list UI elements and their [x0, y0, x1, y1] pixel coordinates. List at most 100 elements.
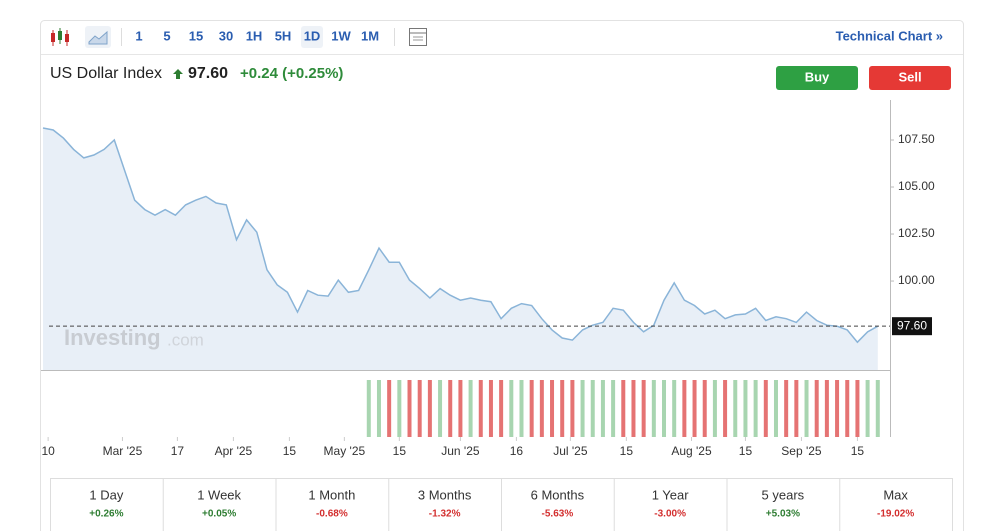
current-price-box — [892, 317, 932, 336]
direction-bar — [529, 380, 534, 437]
direction-bar — [397, 380, 402, 437]
period-label: 3 Months — [418, 487, 472, 502]
direction-bar — [366, 380, 371, 437]
direction-bar — [784, 380, 789, 437]
direction-bar — [723, 380, 728, 437]
direction-bar — [845, 380, 850, 437]
watermark-suffix: .com — [167, 330, 204, 349]
direction-bar — [550, 380, 555, 437]
interval-button[interactable]: 1W — [331, 28, 351, 43]
x-tick-label: 16 — [510, 444, 524, 458]
widget-frame — [40, 20, 964, 531]
direction-bar — [773, 380, 778, 437]
interval-button[interactable]: 1 — [135, 28, 142, 43]
direction-bar — [672, 380, 677, 437]
price-change: +0.24 (+0.25%) — [240, 65, 343, 82]
direction-bar — [763, 380, 768, 437]
sell-label: Sell — [898, 69, 921, 84]
direction-bar — [631, 380, 636, 437]
interval-button[interactable]: 1D — [304, 28, 321, 43]
direction-bar — [519, 380, 524, 437]
candle-icon[interactable] — [51, 28, 69, 46]
active-interval-bg — [301, 26, 323, 48]
period-change: -1.32% — [429, 509, 461, 520]
period-label: 5 years — [762, 487, 805, 502]
price-area — [43, 128, 878, 370]
direction-bar — [488, 380, 493, 437]
direction-bar — [702, 380, 707, 437]
direction-bar — [387, 380, 392, 437]
interval-button[interactable]: 5 — [163, 28, 170, 43]
direction-bar — [376, 380, 381, 437]
x-tick-label: Jul '25 — [553, 444, 588, 458]
direction-bar — [560, 380, 565, 437]
direction-bar — [580, 380, 585, 437]
interval-button[interactable]: 30 — [219, 28, 233, 43]
x-tick-label: 15 — [620, 444, 634, 458]
direction-bar — [509, 380, 514, 437]
direction-bar — [682, 380, 687, 437]
x-tick-label: May '25 — [324, 444, 366, 458]
direction-bar — [824, 380, 829, 437]
direction-bar — [743, 380, 748, 437]
period-change: -3.00% — [654, 509, 686, 520]
period-change: +5.03% — [766, 509, 800, 520]
direction-bar — [712, 380, 717, 437]
y-tick-label: 105.00 — [898, 179, 935, 193]
technical-chart-link[interactable]: Technical Chart » — [836, 28, 943, 43]
price-line — [42, 127, 879, 344]
direction-bar — [417, 380, 422, 437]
buy-button[interactable] — [776, 66, 858, 90]
direction-bar — [855, 380, 860, 437]
x-tick-label: Sep '25 — [781, 444, 822, 458]
direction-bar — [448, 380, 453, 437]
x-tick-label: Aug '25 — [671, 444, 712, 458]
direction-bar — [733, 380, 738, 437]
direction-bar — [590, 380, 595, 437]
direction-bar — [865, 380, 870, 437]
watermark: Investing — [64, 325, 161, 350]
x-tick-label: Apr '25 — [215, 444, 253, 458]
interval-button[interactable]: 5H — [275, 28, 292, 43]
interval-button[interactable]: 1M — [361, 28, 379, 43]
direction-bar — [814, 380, 819, 437]
direction-bar — [468, 380, 473, 437]
direction-bar — [427, 380, 432, 437]
direction-bar — [570, 380, 575, 437]
direction-bar — [804, 380, 809, 437]
period-change: -19.02% — [877, 509, 914, 520]
interval-button[interactable]: 1H — [246, 28, 263, 43]
direction-bar — [438, 380, 443, 437]
buy-label: Buy — [805, 69, 830, 84]
instrument-name: US Dollar Index — [50, 65, 162, 82]
direction-bar — [478, 380, 483, 437]
x-tick-label: 15 — [851, 444, 865, 458]
period-label: 1 Week — [197, 487, 241, 502]
direction-bar — [651, 380, 656, 437]
y-tick-label: 100.00 — [898, 273, 935, 287]
settings-icon[interactable] — [409, 28, 427, 46]
direction-bar — [600, 380, 605, 437]
direction-bar — [835, 380, 840, 437]
x-tick-label: 10 — [41, 444, 55, 458]
period-label: 6 Months — [531, 487, 585, 502]
area-icon — [88, 30, 108, 45]
period-label: 1 Month — [308, 487, 355, 502]
direction-bar — [621, 380, 626, 437]
direction-bar — [692, 380, 697, 437]
period-change: -0.68% — [316, 509, 348, 520]
x-tick-label: 15 — [283, 444, 297, 458]
direction-bar — [875, 380, 880, 437]
sell-button[interactable] — [869, 66, 951, 90]
current-price-label: 97.60 — [897, 318, 927, 332]
direction-bar — [499, 380, 504, 437]
y-tick-label: 102.50 — [898, 226, 935, 240]
up-arrow — [173, 69, 183, 79]
period-label: 1 Year — [652, 487, 690, 502]
interval-button[interactable]: 15 — [189, 28, 203, 43]
x-tick-label: 17 — [171, 444, 185, 458]
direction-bar — [794, 380, 799, 437]
x-tick-label: 15 — [739, 444, 753, 458]
x-tick-label: Jun '25 — [441, 444, 480, 458]
y-tick-label: 107.50 — [898, 132, 935, 146]
